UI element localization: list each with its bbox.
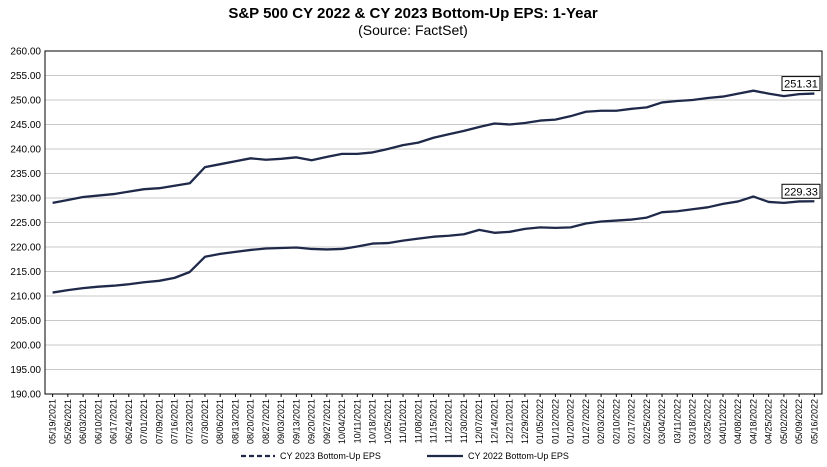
x-tick-label: 01/05/2022 [535, 399, 545, 444]
x-tick-label: 02/17/2022 [627, 399, 637, 444]
x-tick-label: 04/01/2022 [718, 399, 728, 444]
y-tick-label: 215.00 [10, 267, 41, 278]
x-tick-label: 04/18/2022 [748, 399, 758, 444]
legend-label-cy2023: CY 2023 Bottom-Up EPS [280, 451, 381, 461]
x-tick-label: 09/20/2021 [307, 399, 317, 444]
y-tick-label: 200.00 [10, 341, 41, 352]
x-tick-label: 02/25/2022 [642, 399, 652, 444]
x-tick-label: 06/24/2021 [124, 399, 134, 444]
x-tick-label: 10/18/2021 [368, 399, 378, 444]
y-tick-label: 235.00 [10, 169, 41, 180]
end-labels: 251.31 229.33 [781, 76, 821, 199]
y-tick-label: 220.00 [10, 243, 41, 254]
x-tick-label: 07/30/2021 [200, 399, 210, 444]
series-line-cy2022 [52, 195, 815, 294]
x-tick-label: 11/22/2021 [444, 399, 454, 443]
chart-title: S&P 500 CY 2022 & CY 2023 Bottom-Up EPS:… [228, 5, 597, 22]
end-label-box [781, 76, 821, 92]
x-tick-label: 08/20/2021 [246, 399, 256, 444]
y-tick-label: 240.00 [10, 145, 41, 156]
x-tick-label: 05/26/2021 [63, 399, 73, 444]
x-tick-label: 06/17/2021 [109, 399, 119, 444]
x-tick-label: 08/06/2021 [215, 399, 225, 444]
x-tick-label: 08/27/2021 [261, 399, 271, 444]
y-tick-label: 225.00 [10, 218, 41, 229]
x-tick-label: 04/25/2022 [764, 399, 774, 444]
x-tick-label: 07/01/2021 [139, 399, 149, 444]
y-tick-label: 195.00 [10, 365, 41, 376]
x-tick-label: 12/07/2021 [474, 399, 484, 444]
x-tick-label: 08/13/2021 [230, 399, 240, 444]
y-tick-label: 210.00 [10, 292, 41, 303]
y-tick-label: 250.00 [10, 96, 41, 107]
x-tick-label: 05/16/2022 [809, 399, 819, 444]
x-tick-label: 05/19/2021 [48, 399, 58, 444]
x-tick-label: 02/10/2022 [611, 399, 621, 444]
x-tick-label: 07/23/2021 [185, 399, 195, 444]
y-axis-ticks: 190.00 195.00 200.00 205.00 210.00 215.00 220.… [10, 47, 41, 401]
x-tick-label: 01/20/2022 [566, 399, 576, 444]
x-tick-label: 09/27/2021 [322, 399, 332, 444]
end-label-value: 251.31 [784, 79, 818, 91]
x-tick-label: 12/21/2021 [505, 399, 515, 444]
x-tick-label: 01/12/2022 [550, 399, 560, 444]
x-tick-label: 11/30/2021 [459, 399, 469, 443]
x-tick-label: 07/16/2021 [170, 399, 180, 444]
x-tick-label: 10/11/2021 [352, 399, 362, 443]
x-tick-label: 01/27/2022 [581, 399, 591, 444]
chart-subtitle: (Source: FactSet) [358, 22, 468, 38]
y-tick-label: 190.00 [10, 390, 41, 401]
series-line-cy2023 [52, 89, 815, 205]
end-label-box [781, 183, 821, 199]
x-tick-label: 07/09/2021 [154, 399, 164, 444]
x-tick-label: 03/25/2022 [703, 399, 713, 444]
x-axis-ticks: 05/19/2021 05/26/2021 06/03/2021 06/10/2021… [48, 394, 819, 444]
plot-area [44, 50, 823, 395]
x-tick-label: 05/02/2022 [779, 399, 789, 444]
x-tick-label: 04/08/2022 [733, 399, 743, 444]
y-tick-label: 245.00 [10, 120, 41, 131]
x-tick-label: 06/03/2021 [78, 399, 88, 444]
x-tick-label: 05/09/2022 [794, 399, 804, 444]
x-tick-label: 02/03/2022 [596, 399, 606, 444]
x-tick-label: 03/04/2022 [657, 399, 667, 444]
x-tick-label: 12/29/2021 [520, 399, 530, 444]
y-tick-label: 230.00 [10, 194, 41, 205]
series-lines [52, 89, 815, 294]
grid-lines [45, 50, 822, 395]
x-tick-label: 12/14/2021 [489, 399, 499, 444]
x-tick-label: 03/18/2022 [688, 399, 698, 444]
legend: CY 2023 Bottom-Up EPS CY 2022 Bottom-Up … [241, 451, 569, 461]
x-tick-label: 10/04/2021 [337, 399, 347, 444]
x-tick-label: 09/03/2021 [276, 399, 286, 444]
y-tick-label: 260.00 [10, 47, 41, 58]
x-tick-label: 10/25/2021 [383, 399, 393, 444]
x-tick-label: 03/11/2022 [672, 399, 682, 443]
x-tick-label: 11/01/2021 [398, 399, 408, 443]
end-label-value: 229.33 [784, 186, 818, 198]
x-tick-label: 06/10/2021 [93, 399, 103, 444]
legend-label-cy2022: CY 2022 Bottom-Up EPS [468, 451, 569, 461]
x-tick-label: 09/13/2021 [291, 399, 301, 444]
x-tick-label: 11/15/2021 [429, 399, 439, 443]
y-tick-label: 255.00 [10, 71, 41, 82]
y-tick-label: 205.00 [10, 316, 41, 327]
x-tick-label: 11/08/2021 [413, 399, 423, 443]
